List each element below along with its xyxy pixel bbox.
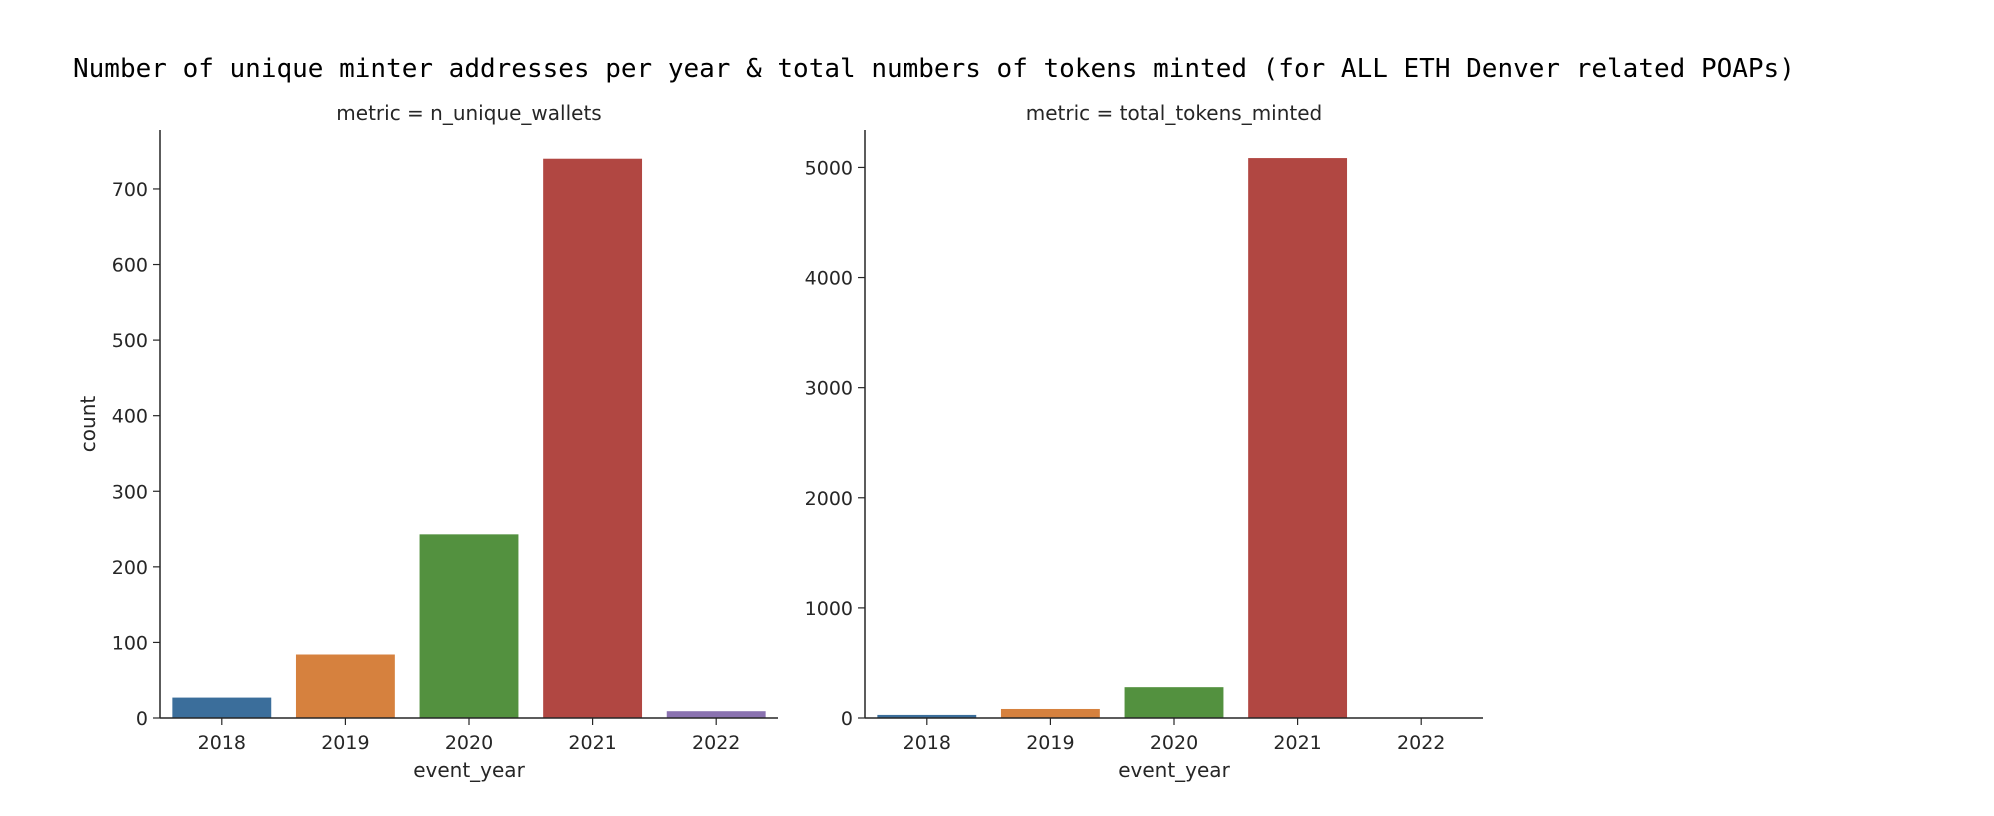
y-tick-label: 1000 <box>805 598 853 620</box>
y-axis-label: count <box>76 396 100 453</box>
x-tick-label: 2022 <box>1397 732 1445 754</box>
y-tick-label: 0 <box>136 708 148 730</box>
y-tick-label: 500 <box>112 330 148 352</box>
facet-title: metric = total_tokens_minted <box>1026 101 1323 125</box>
y-tick-label: 400 <box>112 406 148 428</box>
y-tick-label: 700 <box>112 179 148 201</box>
x-tick-label: 2018 <box>903 732 951 754</box>
facet-unique-wallets: metric = n_unique_wallets 0 100 200 300 400 50… <box>76 101 778 782</box>
bar-2018 <box>172 697 272 718</box>
y-tick-label: 3000 <box>805 378 853 400</box>
x-tick-label: 2018 <box>198 732 246 754</box>
y-tick-label: 4000 <box>805 268 853 290</box>
bar-2021 <box>1248 158 1348 718</box>
x-tick-label: 2019 <box>321 732 369 754</box>
y-tick-label: 0 <box>841 708 853 730</box>
y-tick-label: 100 <box>112 632 148 654</box>
x-tick-label: 2019 <box>1026 732 1074 754</box>
x-tick-label: 2022 <box>692 732 740 754</box>
y-tick-label: 2000 <box>805 488 853 510</box>
x-axis-label: event_year <box>1118 758 1230 782</box>
facet-total-tokens: metric = total_tokens_minted 0 1000 2000 300… <box>805 101 1483 782</box>
bar-2022 <box>666 711 766 718</box>
x-tick-label: 2021 <box>1273 732 1321 754</box>
x-tick-label: 2021 <box>568 732 616 754</box>
bar-2020 <box>419 534 519 718</box>
y-tick-label: 300 <box>112 481 148 503</box>
figure-title: Number of unique minter addresses per ye… <box>73 54 1795 84</box>
bar-2019 <box>1000 708 1100 718</box>
bar-2021 <box>543 158 643 719</box>
bar-2018 <box>877 714 977 718</box>
bar-2020 <box>1124 687 1224 718</box>
x-tick-label: 2020 <box>1150 732 1198 754</box>
y-tick-label: 200 <box>112 557 148 579</box>
y-tick-label: 600 <box>112 255 148 277</box>
facet-title: metric = n_unique_wallets <box>336 101 601 125</box>
y-tick-label: 5000 <box>805 157 853 179</box>
x-tick-label: 2020 <box>445 732 493 754</box>
x-axis-label: event_year <box>413 758 525 782</box>
bar-2019 <box>295 654 395 718</box>
